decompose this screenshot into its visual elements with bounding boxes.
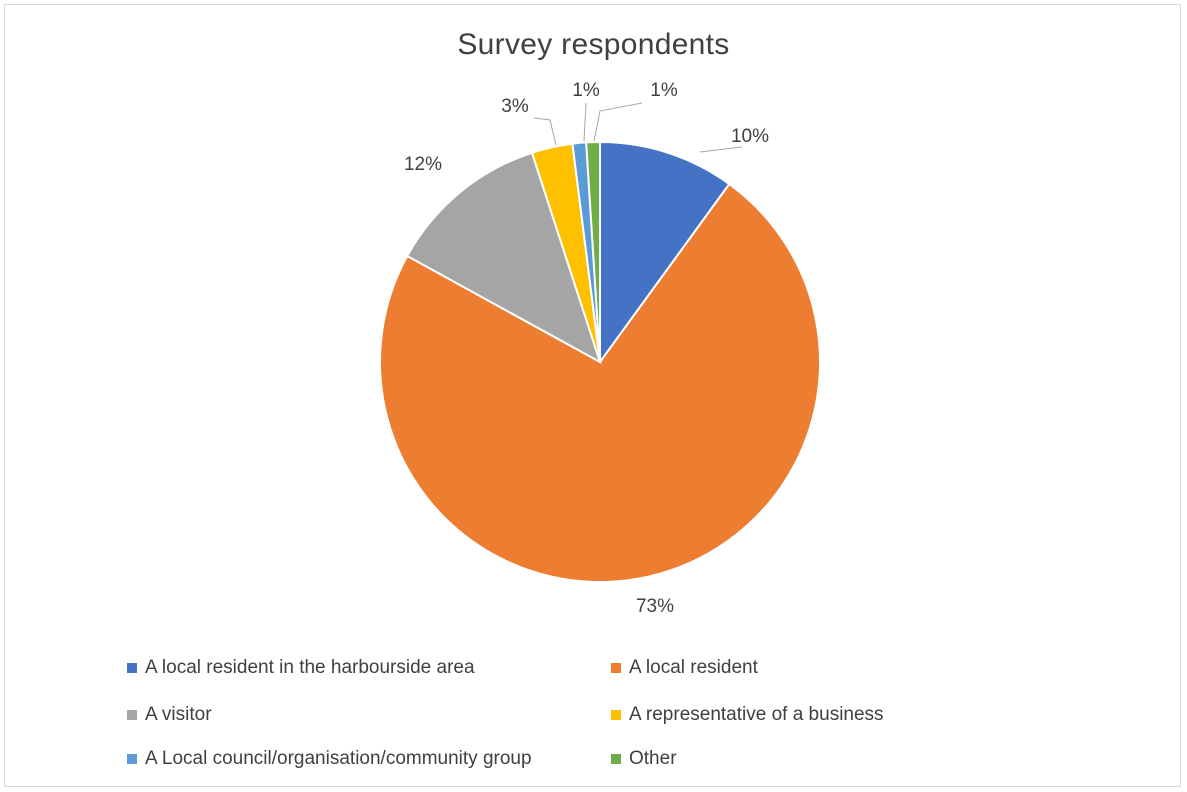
legend-item: Other bbox=[611, 748, 677, 770]
legend-label: Other bbox=[629, 748, 677, 769]
pie-slice bbox=[379, 182, 821, 583]
legend-swatch bbox=[611, 754, 621, 764]
legend-label: A representative of a business bbox=[629, 704, 884, 725]
legend-item: A visitor bbox=[127, 704, 212, 726]
leader-line bbox=[699, 146, 743, 153]
legend-label: A local resident in the harbourside area bbox=[145, 657, 475, 678]
legend-label: A local resident bbox=[629, 657, 758, 678]
legend-swatch bbox=[611, 710, 621, 720]
pie-slice bbox=[405, 151, 602, 365]
data-label: 3% bbox=[501, 96, 529, 117]
data-label: 1% bbox=[650, 80, 678, 101]
pie-slice bbox=[599, 140, 731, 366]
legend-item: A local resident bbox=[611, 657, 758, 679]
legend-item: A local resident in the harbourside area bbox=[127, 657, 475, 679]
legend-swatch bbox=[611, 663, 621, 673]
legend-swatch bbox=[127, 710, 137, 720]
leader-line bbox=[583, 102, 587, 142]
legend-label: A visitor bbox=[145, 704, 212, 725]
data-label: 73% bbox=[636, 596, 674, 617]
legend-item: A representative of a business bbox=[611, 704, 884, 726]
chart-title: Survey respondents bbox=[457, 28, 730, 61]
legend-swatch bbox=[127, 663, 137, 673]
data-label: 10% bbox=[731, 126, 769, 147]
data-label: 1% bbox=[572, 80, 600, 101]
leader-line bbox=[533, 117, 557, 146]
leader-line bbox=[593, 102, 643, 142]
legend-item: A Local council/organisation/community g… bbox=[127, 748, 532, 770]
pie-slice bbox=[585, 140, 601, 363]
data-label: 12% bbox=[404, 154, 442, 175]
legend-swatch bbox=[127, 754, 137, 764]
legend-label: A Local council/organisation/community g… bbox=[145, 748, 532, 769]
